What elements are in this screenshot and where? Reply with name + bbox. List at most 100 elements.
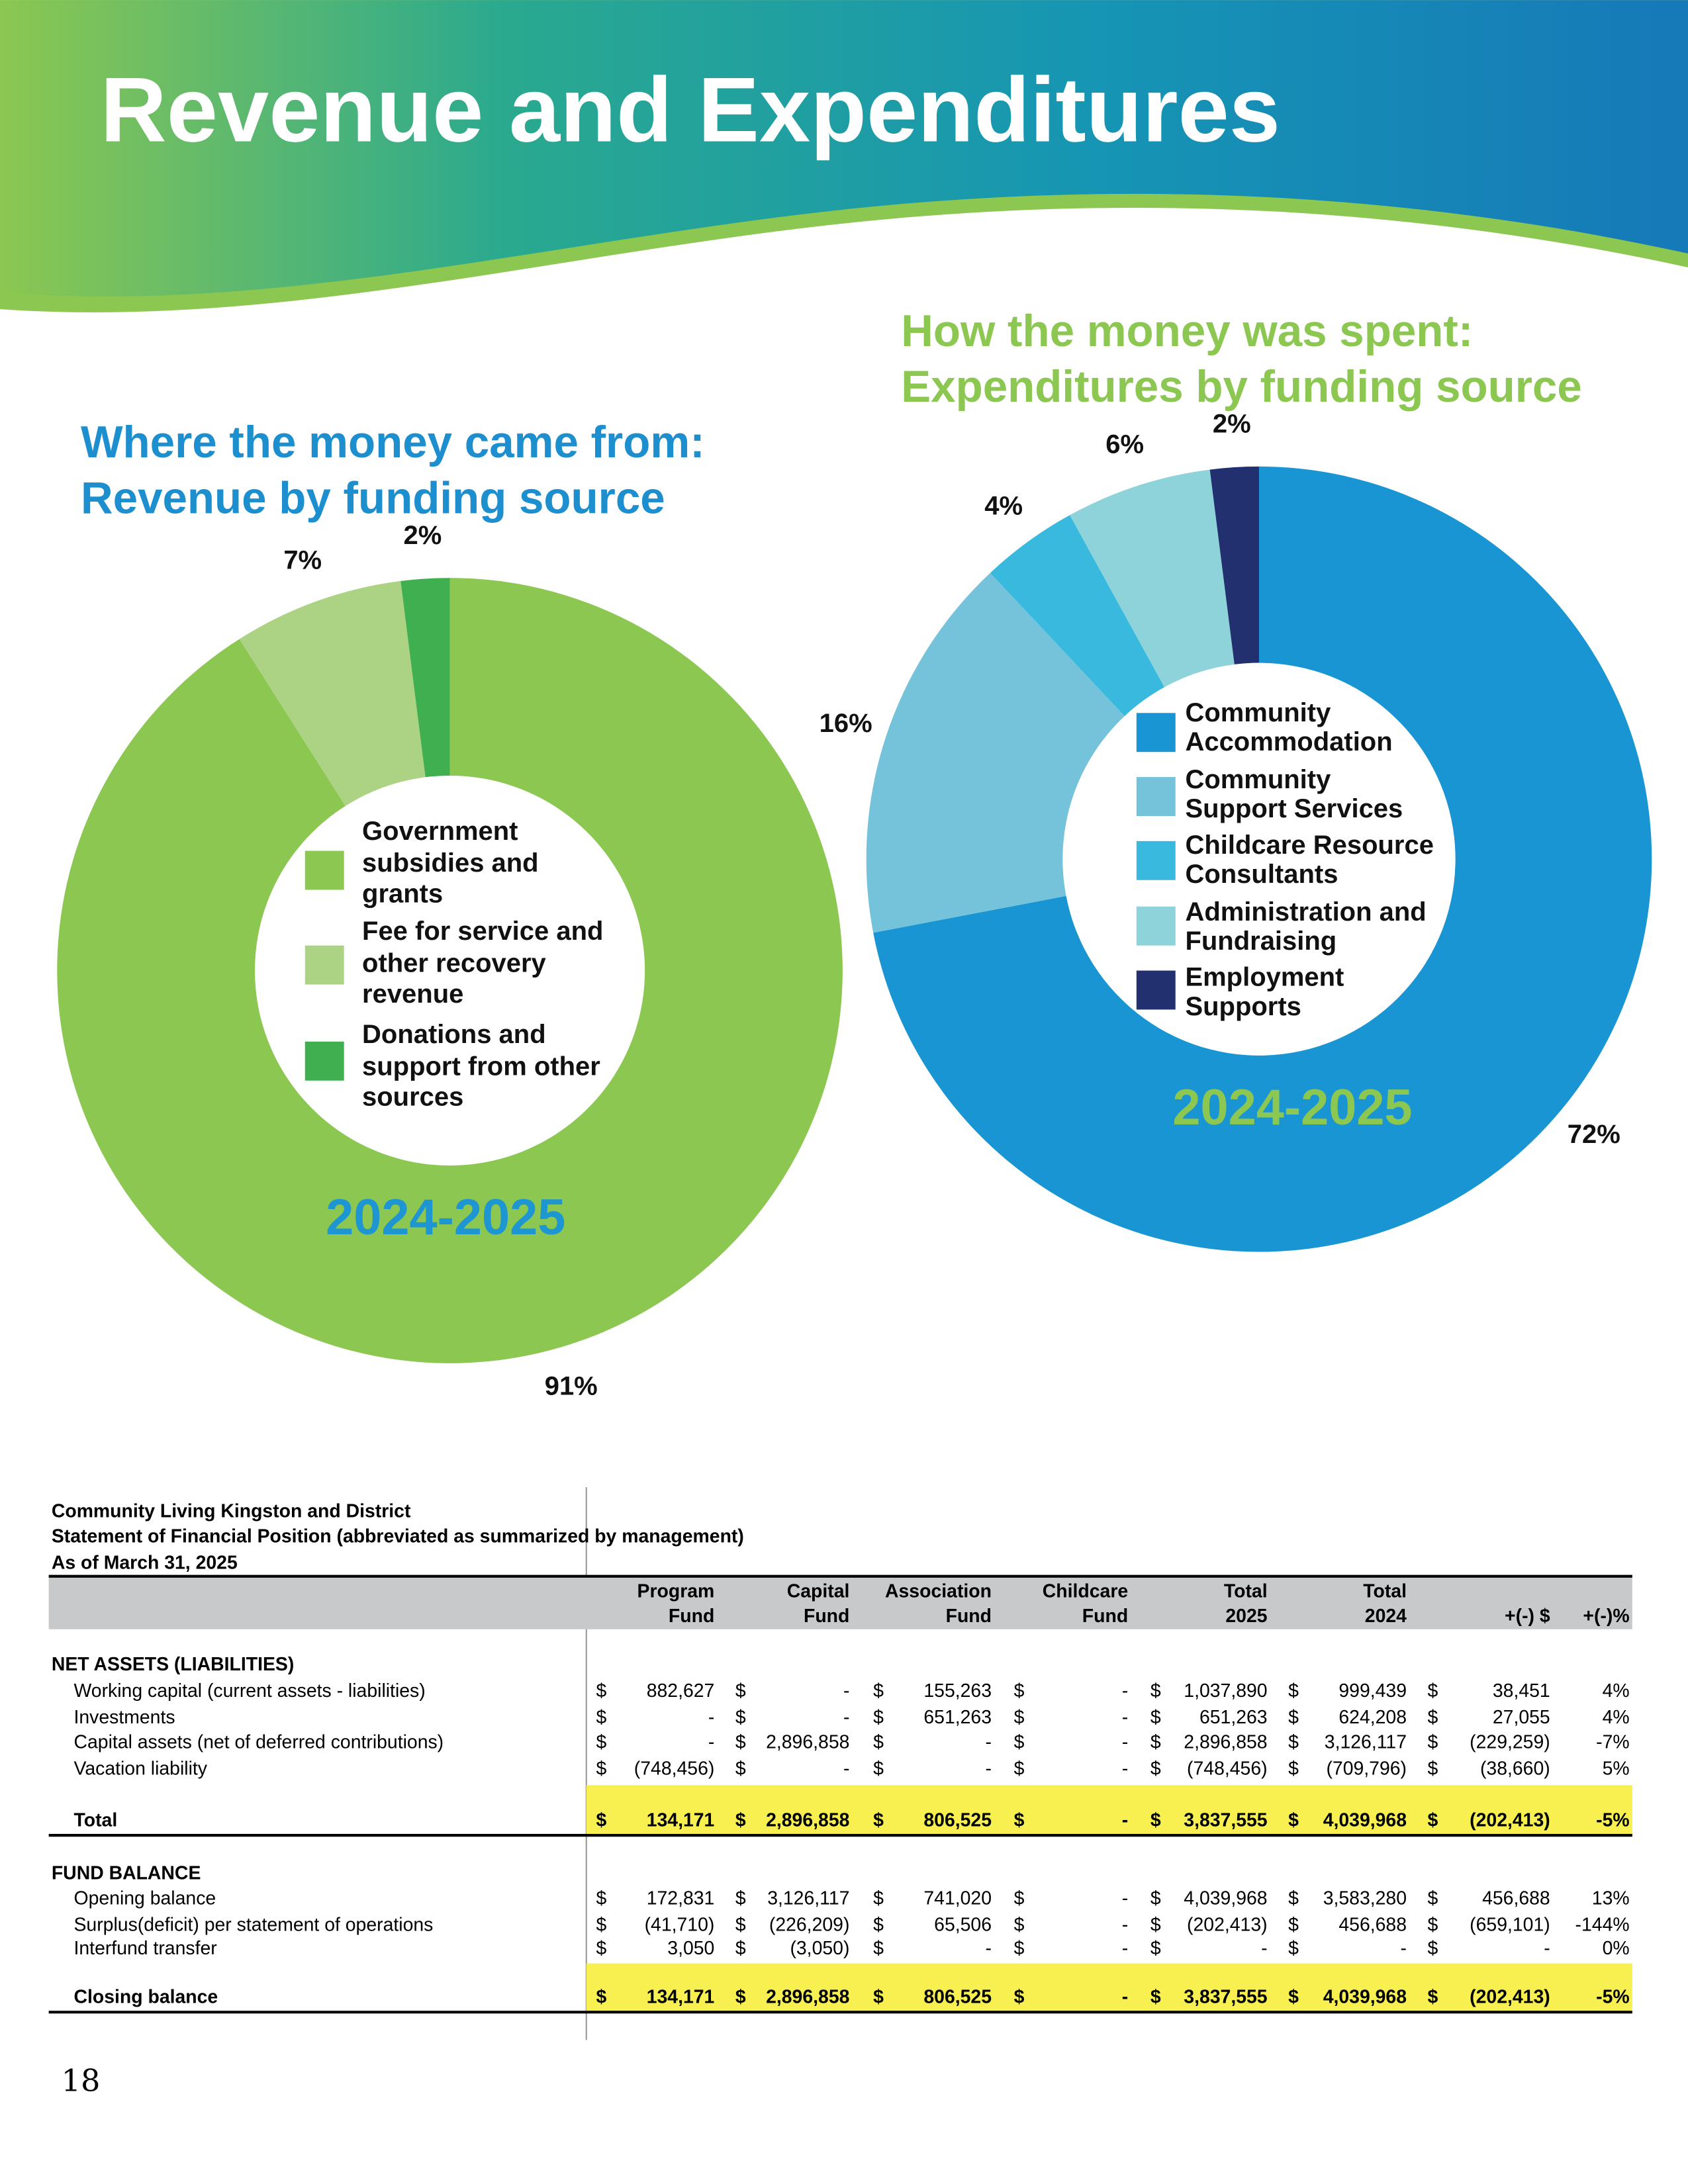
column-header: Association Fund	[885, 1580, 992, 1627]
currency-sign: $	[1428, 1810, 1438, 1831]
row-label: Surplus(deficit) per statement of operat…	[74, 1914, 434, 1935]
currency-sign: $	[1150, 1914, 1161, 1935]
legend-swatch	[305, 1041, 344, 1081]
cell-value: (3,050)	[790, 1938, 849, 1959]
legend-label: Childcare Resource Consultants	[1185, 831, 1434, 890]
legend-label: Community Support Services	[1185, 766, 1403, 825]
legend-swatch	[1136, 713, 1176, 752]
cell-value: -	[1544, 1938, 1550, 1959]
section-heading: FUND BALANCE	[52, 1863, 201, 1884]
cell-value: 1,037,890	[1184, 1680, 1267, 1702]
cell-value: 999,439	[1338, 1680, 1407, 1702]
legend-swatch	[305, 945, 344, 985]
currency-sign: $	[1428, 1680, 1438, 1702]
chart-title: Where the money came from:	[81, 418, 705, 467]
cell-value: -	[986, 1758, 992, 1780]
donut-slice	[873, 466, 1652, 1252]
highlight-band	[586, 1785, 1632, 1836]
currency-sign: $	[1288, 1707, 1299, 1728]
cell-value: 0%	[1603, 1938, 1630, 1959]
currency-sign: $	[596, 1888, 606, 1909]
cell-value: 741,020	[923, 1888, 992, 1909]
currency-sign: $	[1014, 1758, 1025, 1780]
legend-label-box: Community Accommodation	[1185, 699, 1393, 758]
cell-value: -	[986, 1732, 992, 1753]
cell-value: (748,456)	[1187, 1758, 1268, 1780]
cell-value: 4%	[1603, 1707, 1630, 1728]
cell-value: -	[1122, 1938, 1128, 1959]
legend-label: Community Accommodation	[1185, 699, 1393, 758]
currency-sign: $	[1150, 1680, 1161, 1702]
cell-value: 134,171	[647, 1987, 715, 2008]
currency-sign: $	[1288, 1680, 1299, 1702]
currency-sign: $	[1150, 1732, 1161, 1753]
cell-value: -	[708, 1707, 714, 1728]
cell-value: 172,831	[647, 1888, 715, 1909]
column-header-box: Total 2024	[1363, 1580, 1407, 1626]
highlight-band	[586, 1963, 1632, 2013]
currency-sign: $	[1428, 1888, 1438, 1909]
column-header: Childcare Fund	[1042, 1580, 1129, 1627]
column-header-box: Program Fund	[637, 1580, 714, 1626]
currency-sign: $	[1288, 1914, 1299, 1935]
legend-label-box: Administration and Fundraising	[1185, 898, 1427, 957]
currency-sign: $	[873, 1758, 884, 1780]
currency-sign: $	[735, 1707, 746, 1728]
currency-sign: $	[873, 1680, 884, 1702]
currency-sign: $	[1150, 1987, 1161, 2008]
section-heading: NET ASSETS (LIABILITIES)	[52, 1654, 294, 1675]
currency-sign: $	[1014, 1938, 1025, 1959]
cell-value: 2,896,858	[766, 1810, 849, 1831]
cell-value: 651,263	[923, 1707, 992, 1728]
cell-value: 806,525	[923, 1810, 992, 1831]
currency-sign: $	[596, 1938, 606, 1959]
column-header-box: Total 2025	[1224, 1580, 1268, 1626]
cell-value: (202,413)	[1470, 1987, 1550, 2008]
slice-label: 91%	[545, 1371, 598, 1400]
column-header-box: Capital Fund	[787, 1580, 850, 1626]
donut-slice	[400, 578, 450, 778]
currency-sign: $	[1150, 1938, 1161, 1959]
cell-value: (202,413)	[1470, 1810, 1550, 1831]
slice-label: 4%	[984, 492, 1023, 521]
cell-value: 38,451	[1493, 1680, 1550, 1702]
chart-annotation: 2024-2025	[1172, 1079, 1412, 1136]
currency-sign: $	[873, 1732, 884, 1753]
column-header: +(-) $	[1505, 1605, 1550, 1627]
legend-label: Donations and support from other sources	[362, 1021, 600, 1113]
currency-sign: $	[1014, 1732, 1025, 1753]
cell-value: 2,896,858	[766, 1987, 849, 2008]
page-title: Revenue and Expenditures	[100, 58, 1280, 161]
legend-label: Fee for service and other recovery reven…	[362, 917, 604, 1010]
cell-value: 624,208	[1338, 1707, 1407, 1728]
legend-label: Administration and Fundraising	[1185, 898, 1427, 957]
cell-value: (229,259)	[1470, 1732, 1550, 1753]
currency-sign: $	[1014, 1707, 1025, 1728]
currency-sign: $	[1428, 1987, 1438, 2008]
row-label: Vacation liability	[74, 1758, 208, 1780]
cell-value: -	[708, 1732, 714, 1753]
currency-sign: $	[1288, 1987, 1299, 2008]
currency-sign: $	[1150, 1888, 1161, 1909]
donut-slice	[990, 515, 1165, 716]
currency-sign: $	[1150, 1758, 1161, 1780]
cell-value: 2,896,858	[766, 1732, 849, 1753]
chart-title: How the money was spent:	[901, 306, 1473, 356]
legend-swatch	[1136, 906, 1176, 946]
cell-value: 3,583,280	[1323, 1888, 1407, 1909]
legend-swatch	[1136, 970, 1176, 1010]
currency-sign: $	[1428, 1758, 1438, 1780]
legend-swatch	[1136, 841, 1176, 880]
currency-sign: $	[873, 1888, 884, 1909]
column-header-box: Association Fund	[885, 1580, 992, 1627]
cell-value: -	[1122, 1732, 1128, 1753]
header-band	[0, 0, 1688, 297]
currency-sign: $	[1150, 1707, 1161, 1728]
cell-value: -	[843, 1758, 849, 1780]
currency-sign: $	[735, 1888, 746, 1909]
donut-slice	[1070, 469, 1235, 688]
cell-value: 806,525	[923, 1987, 992, 2008]
cell-value: (659,101)	[1470, 1914, 1550, 1935]
donut-slice	[1209, 466, 1259, 664]
